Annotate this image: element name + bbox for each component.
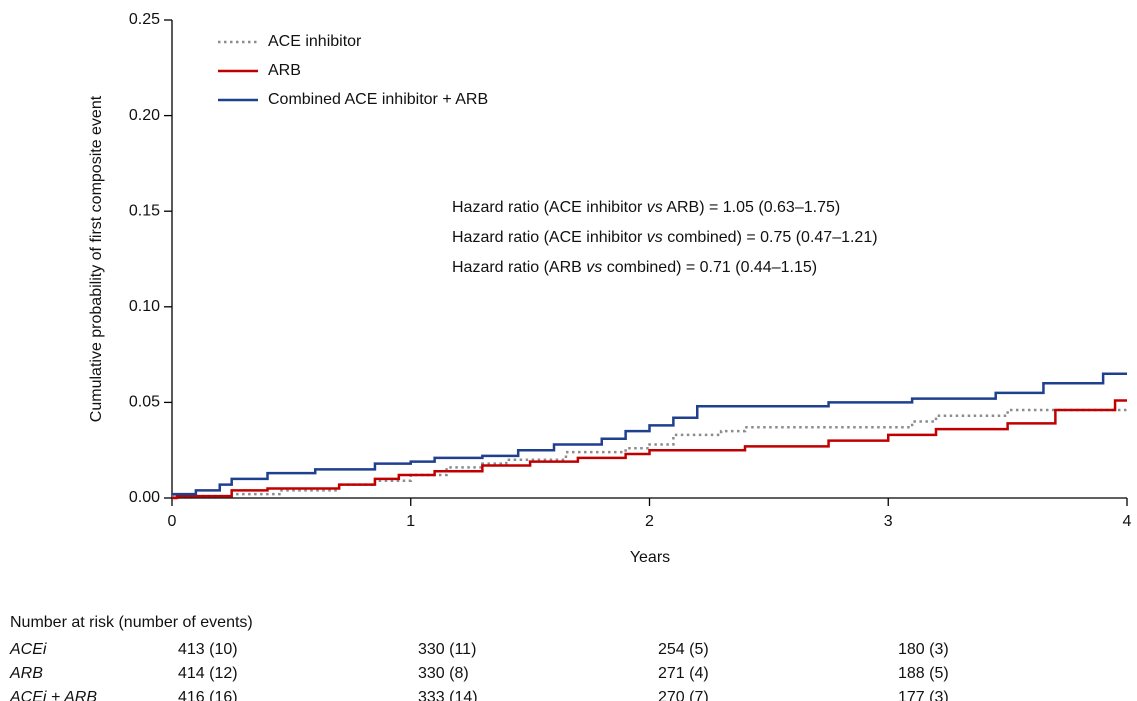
y-tick-label: 0.15 — [129, 202, 160, 219]
risk-cell: 270 (7) — [658, 689, 709, 701]
series-line — [172, 408, 1127, 498]
annotation-part: Hazard ratio (ACE inhibitor — [452, 229, 647, 246]
annotation: Hazard ratio (ACE inhibitor vs ARB) = 1.… — [452, 199, 840, 216]
annotation-part: vs — [586, 259, 602, 276]
risk-cell: 188 (5) — [898, 665, 949, 682]
risk-row-label: ACEi + ARB — [9, 689, 97, 701]
x-tick-label: 0 — [168, 513, 177, 530]
risk-cell: 416 (16) — [178, 689, 238, 701]
risk-cell: 330 (8) — [418, 665, 469, 682]
y-tick-label: 0.25 — [129, 11, 160, 28]
x-tick-label: 4 — [1123, 513, 1132, 530]
y-tick-label: 0.00 — [129, 489, 160, 506]
annotation: Hazard ratio (ARB vs combined) = 0.71 (0… — [452, 259, 817, 276]
series-line — [172, 399, 1127, 500]
annotation-part: vs — [647, 199, 663, 216]
y-tick-label: 0.20 — [129, 107, 160, 124]
x-tick-label: 3 — [884, 513, 893, 530]
legend-label: Combined ACE inhibitor + ARB — [268, 91, 488, 108]
annotation-part: ARB) = 1.05 (0.63–1.75) — [663, 199, 840, 216]
risk-cell: 330 (11) — [418, 641, 476, 658]
annotation-part: combined) = 0.71 (0.44–1.15) — [602, 259, 817, 276]
series-line — [172, 372, 1127, 496]
annotation-part: vs — [647, 229, 663, 246]
risk-cell: 413 (10) — [178, 641, 238, 658]
annotation-part: Hazard ratio (ARB — [452, 259, 586, 276]
y-tick-label: 0.05 — [129, 394, 160, 411]
y-tick-label: 0.10 — [129, 298, 160, 315]
risk-table-title: Number at risk (number of events) — [10, 614, 253, 631]
annotation-part: combined) = 0.75 (0.47–1.21) — [663, 229, 878, 246]
risk-cell: 180 (3) — [898, 641, 949, 658]
risk-row-label: ARB — [9, 665, 43, 682]
annotation-part: Hazard ratio (ACE inhibitor — [452, 199, 647, 216]
legend-label: ACE inhibitor — [268, 33, 362, 50]
y-axis-label: Cumulative probability of first composit… — [88, 95, 105, 422]
x-tick-label: 1 — [406, 513, 415, 530]
legend-label: ARB — [268, 62, 301, 79]
risk-cell: 254 (5) — [658, 641, 709, 658]
x-axis-label: Years — [630, 549, 670, 566]
risk-cell: 414 (12) — [178, 665, 238, 682]
risk-row-label: ACEi — [9, 641, 47, 658]
risk-cell: 177 (3) — [898, 689, 949, 701]
annotation: Hazard ratio (ACE inhibitor vs combined)… — [452, 229, 878, 246]
risk-cell: 333 (14) — [418, 689, 478, 701]
risk-cell: 271 (4) — [658, 665, 709, 682]
x-tick-label: 2 — [645, 513, 654, 530]
